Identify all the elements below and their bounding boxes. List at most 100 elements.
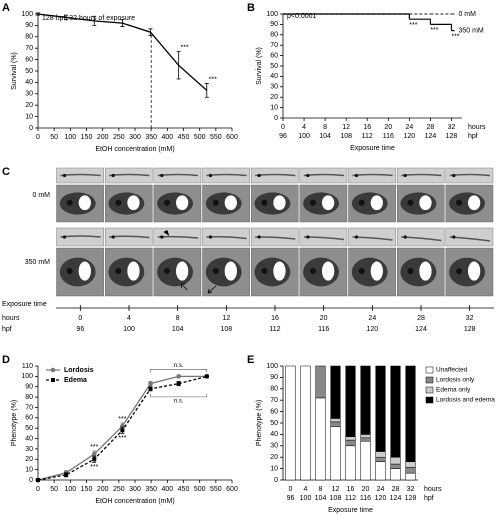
- eye: [456, 268, 463, 275]
- x-tick-label: 300: [129, 486, 141, 493]
- larva-eye: [403, 235, 407, 239]
- x-tick-label: 20: [384, 124, 392, 131]
- panel-letter: A: [2, 2, 10, 14]
- y-tick-label: 0: [29, 125, 33, 132]
- y-tick-label: 90: [25, 22, 33, 29]
- hpf-label: 120: [404, 133, 416, 140]
- lateral-image: [445, 227, 494, 247]
- marker: [176, 374, 181, 379]
- significance: ***: [181, 44, 189, 51]
- eye: [66, 199, 73, 206]
- lateral-image: [299, 167, 348, 184]
- legend-marker: [50, 367, 56, 373]
- marker: [36, 478, 40, 482]
- y-tick-label: 0: [29, 477, 33, 484]
- marker: [91, 451, 97, 457]
- y-tick-label: 70: [270, 397, 278, 404]
- y-tick-label: 40: [25, 435, 33, 442]
- arrowhead-marker: [163, 230, 170, 236]
- y-tick-label: 50: [25, 425, 33, 432]
- hours-label: 20: [320, 315, 328, 322]
- y-tick-label: 20: [270, 454, 278, 461]
- y-tick-label: 10: [270, 465, 278, 472]
- legend-swatch: [425, 386, 434, 394]
- larva-eye: [452, 235, 456, 239]
- eye: [212, 268, 219, 275]
- x-tick-label: 8: [323, 124, 327, 131]
- x-tick-label: 200: [97, 134, 109, 141]
- hpf-label: 124: [425, 133, 437, 140]
- fluorescence: [370, 195, 383, 211]
- legend-label: Unaffected: [436, 367, 468, 374]
- eye: [261, 268, 268, 275]
- larva-eye: [111, 235, 115, 239]
- y-tick-label: 80: [270, 32, 278, 39]
- larva-eye: [160, 173, 164, 178]
- eye: [358, 199, 365, 206]
- row-label: hpf: [2, 326, 12, 333]
- lateral-image: [348, 227, 396, 247]
- bar-segment: [330, 426, 341, 481]
- hpf-label: 100: [298, 133, 310, 140]
- y-tick-label: 70: [25, 404, 33, 411]
- significance: ***: [118, 435, 126, 442]
- legend-label: Lordosis: [64, 367, 94, 374]
- bar-segment: [345, 439, 356, 447]
- y-tick-label: 30: [25, 446, 33, 453]
- fluorescence: [127, 195, 140, 211]
- x-tick-label: 100: [64, 486, 76, 493]
- bar-segment: [390, 456, 401, 465]
- bar-segment: [360, 434, 371, 439]
- y-tick-label: 100: [266, 11, 278, 18]
- x-tick-label: 12: [342, 124, 350, 131]
- hpf-label: 112: [269, 326, 280, 333]
- larva-eye: [257, 235, 261, 239]
- y-tick-label: 60: [25, 415, 33, 422]
- larva-eye: [354, 173, 359, 178]
- hpf-label: 124: [390, 495, 402, 502]
- legend-marker: [51, 378, 55, 382]
- bar-segment: [330, 418, 341, 423]
- larva-eye: [306, 235, 310, 239]
- error-bar: [64, 14, 69, 21]
- legend-label: Lordosis only: [436, 377, 475, 384]
- hpf-label: 108: [330, 495, 342, 502]
- bar-segment: [345, 436, 356, 441]
- bar-segment: [345, 365, 356, 437]
- larva-eye: [306, 173, 310, 178]
- chart-title: 128 hpf; 32 hours of exposure: [42, 15, 135, 22]
- marker: [64, 472, 69, 477]
- larva-eye: [403, 173, 407, 178]
- y-tick-label: 80: [25, 34, 33, 41]
- x-tick-label: 450: [178, 134, 190, 141]
- x-tick-label: 450: [178, 486, 190, 493]
- significance: ***: [430, 27, 438, 34]
- y-tick-label: 40: [270, 73, 278, 80]
- bar-segment: [405, 467, 416, 474]
- arrow: [207, 285, 217, 294]
- x-tick-label: 20: [362, 486, 370, 493]
- x-tick-label: 500: [194, 134, 206, 141]
- x-tick-label: 150: [81, 134, 93, 141]
- x-tick-label: 350: [145, 134, 157, 141]
- y-tick-label: 30: [270, 84, 278, 91]
- larva-eye: [452, 173, 456, 178]
- x-tick-label: 0: [289, 486, 293, 493]
- larva-eye: [354, 235, 359, 239]
- y-tick-label: 90: [270, 21, 278, 28]
- x-tick-label: 50: [50, 486, 58, 493]
- hpf-label: 100: [123, 326, 135, 333]
- hpf-label: 128: [405, 495, 417, 502]
- bar-segment: [315, 365, 326, 399]
- y-tick-label: 100: [21, 11, 33, 18]
- y-tick-label: 100: [266, 363, 278, 370]
- legend-swatch: [425, 396, 434, 404]
- eye: [358, 268, 365, 275]
- significance: ***: [409, 22, 417, 29]
- bar-segment: [360, 365, 371, 435]
- hpf-label: 128: [446, 133, 458, 140]
- hours-label: 24: [368, 315, 376, 322]
- eye: [407, 199, 414, 206]
- x-axis-label: Exposure time: [350, 145, 395, 152]
- y-tick-label: 20: [25, 102, 33, 109]
